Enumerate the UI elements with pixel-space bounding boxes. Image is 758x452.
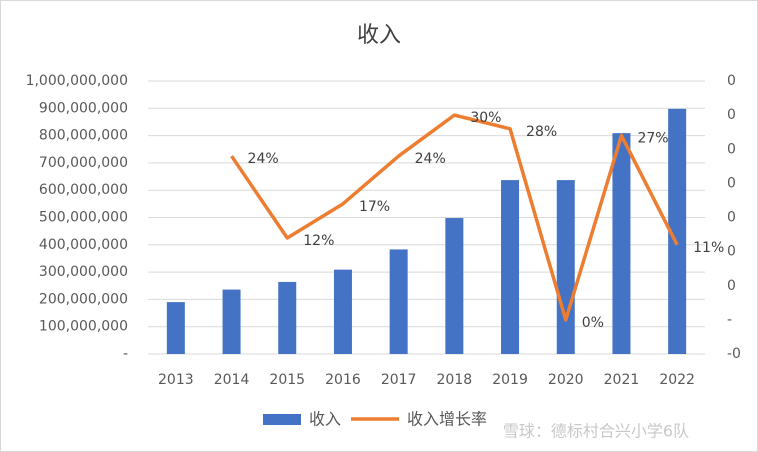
y2-tick-label: 0 <box>727 107 736 123</box>
bar <box>668 108 687 354</box>
y-tick-label: 1,000,000,000 <box>26 73 128 89</box>
bar <box>612 133 631 354</box>
x-tick-label: 2016 <box>325 372 361 388</box>
data-label: 17% <box>359 199 390 215</box>
x-tick-label: 2020 <box>548 372 584 388</box>
y-tick-label: 500,000,000 <box>39 210 128 226</box>
x-tick-label: 2017 <box>381 372 417 388</box>
data-label: 30% <box>470 110 501 126</box>
x-tick-label: 2019 <box>492 372 528 388</box>
bar <box>556 180 575 354</box>
data-label: 27% <box>637 131 668 147</box>
y-tick-label: 600,000,000 <box>39 182 128 198</box>
x-tick-label: 2022 <box>659 372 695 388</box>
y-tick-label: 200,000,000 <box>39 291 128 307</box>
watermark: 雪球：德标村合兴小学6队 <box>503 422 689 441</box>
data-label: 24% <box>248 151 279 167</box>
y2-tick-label: 0 <box>727 210 736 226</box>
bar <box>501 180 520 354</box>
y-tick-label: 800,000,000 <box>39 128 128 144</box>
legend-label: 收入 <box>309 410 341 429</box>
y2-tick-label: - <box>727 312 732 328</box>
legend-label: 收入增长率 <box>407 410 487 429</box>
y2-tick-label: 0 <box>727 141 736 157</box>
y-tick-label: 400,000,000 <box>39 237 128 253</box>
y-tick-label: 300,000,000 <box>39 264 128 280</box>
x-tick-label: 2018 <box>437 372 473 388</box>
line <box>230 113 679 322</box>
y2-tick-label: -0 <box>727 346 741 362</box>
bar <box>278 281 297 354</box>
bar <box>389 249 408 354</box>
bar <box>333 269 352 354</box>
legend-swatch <box>263 414 301 425</box>
y-tick-label: 700,000,000 <box>39 155 128 171</box>
bar <box>166 302 185 354</box>
x-tick-label: 2013 <box>158 372 194 388</box>
data-label: 0% <box>582 315 604 331</box>
bar <box>445 218 464 354</box>
data-label: 12% <box>303 233 334 249</box>
x-tick-label: 2014 <box>214 372 250 388</box>
y-tick-label: 900,000,000 <box>39 100 128 116</box>
chart-title: 收入 <box>357 23 401 48</box>
x-tick-label: 2021 <box>604 372 640 388</box>
data-label: 11% <box>693 240 724 256</box>
bar <box>222 289 241 354</box>
y-tick-label: 100,000,000 <box>39 319 128 335</box>
y-tick-label: - <box>123 346 128 362</box>
y2-tick-label: 0 <box>727 175 736 191</box>
data-label: 24% <box>415 151 446 167</box>
y2-tick-label: 0 <box>727 244 736 260</box>
x-tick-label: 2015 <box>269 372 305 388</box>
data-label: 28% <box>526 124 557 140</box>
y2-tick-label: 0 <box>727 73 736 89</box>
y2-tick-label: 0 <box>727 278 736 294</box>
